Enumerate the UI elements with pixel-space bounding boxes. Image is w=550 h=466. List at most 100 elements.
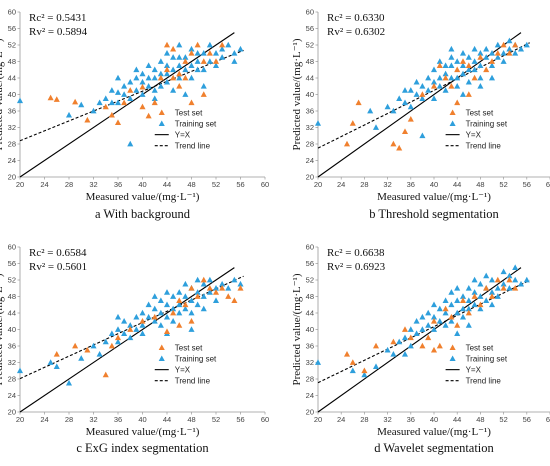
training-set-point	[384, 103, 391, 110]
training-set-point	[139, 330, 146, 337]
training-set-point	[212, 285, 220, 291]
x-tick-label: 32	[383, 180, 391, 189]
test-set-point	[188, 50, 195, 56]
training-set-point	[53, 363, 60, 370]
training-set-point	[500, 58, 507, 64]
training-set-point	[96, 99, 103, 106]
stat-label-rv2: Rv² = 0.5601	[29, 261, 87, 273]
test-set-point	[396, 144, 403, 151]
training-set-point	[494, 54, 501, 60]
training-set-point	[459, 313, 467, 320]
legend-label-y-x: Y=X	[175, 131, 191, 140]
training-set-point	[139, 322, 146, 328]
training-set-point	[419, 95, 426, 102]
training-set-point	[512, 264, 519, 271]
training-set-point	[200, 305, 207, 312]
legend-label-trend-line: Trend line	[175, 377, 211, 386]
training-set-point	[145, 301, 152, 308]
x-tick-label: 40	[430, 180, 438, 189]
legend-label-trend-line: Trend line	[466, 377, 502, 386]
training-set-point	[517, 280, 525, 287]
training-set-point	[194, 50, 201, 56]
legend-label-y-x: Y=X	[175, 366, 191, 375]
training-set-point	[206, 41, 213, 48]
training-set-point	[157, 58, 164, 64]
test-set-point	[477, 301, 484, 308]
training-set-point	[471, 66, 478, 73]
x-axis-label: Measured value/(mg·L⁻¹)	[86, 426, 200, 438]
test-set-point	[425, 334, 432, 341]
training-set-point	[488, 74, 496, 81]
training-set-point	[477, 293, 484, 299]
test-set-point	[500, 41, 507, 48]
y-tick-label: 24	[8, 391, 16, 400]
y-tick-label: 52	[306, 41, 314, 50]
y-tick-label: 40	[8, 90, 16, 99]
training-set-point	[500, 280, 507, 287]
x-tick-label: 48	[187, 180, 195, 189]
training-set-point	[163, 62, 171, 69]
training-set-point	[465, 297, 472, 304]
test-set-point	[188, 285, 195, 291]
training-set-point	[494, 293, 501, 299]
training-set-point	[442, 62, 449, 69]
legend-marker-training-set	[449, 120, 456, 127]
training-set-point	[121, 318, 128, 324]
training-set-point	[454, 330, 461, 337]
training-set-point	[121, 330, 128, 337]
chart-panel-3: 20 24 28 32 36 40 44 48 52 56 60 20 24 28 32 36 40 44 48 52…	[0, 243, 269, 455]
training-set-point	[488, 276, 496, 283]
stat-label-rc2: Rc² = 0.5431	[29, 12, 86, 24]
training-set-point	[176, 301, 183, 308]
training-set-point	[407, 87, 414, 93]
test-set-point	[182, 58, 189, 64]
x-tick-label: 32	[89, 180, 97, 189]
training-set-point	[176, 309, 183, 316]
training-set-point	[436, 83, 443, 89]
training-set-point	[494, 285, 501, 291]
training-set-point	[176, 62, 183, 69]
stat-label-rc2: Rc² = 0.6584	[29, 247, 87, 259]
training-set-point	[436, 318, 443, 324]
training-set-point	[448, 318, 455, 324]
test-set-point	[361, 367, 368, 374]
legend-label-training-set: Training set	[175, 120, 217, 129]
x-tick-label: 36	[407, 180, 415, 189]
trend-line	[317, 42, 530, 149]
training-set-point	[133, 313, 140, 320]
training-set-point	[127, 322, 134, 328]
test-set-point	[170, 74, 177, 81]
x-tick-label: 44	[453, 180, 461, 189]
test-set-point	[114, 119, 122, 125]
training-set-point	[182, 54, 189, 60]
y-equals-x-line	[19, 267, 235, 413]
training-set-point	[194, 276, 201, 283]
test-set-point	[459, 58, 467, 64]
x-tick-label: 28	[360, 180, 368, 189]
training-set-point	[413, 318, 420, 324]
x-tick-label: 52	[212, 415, 220, 424]
training-set-point	[454, 83, 461, 89]
training-set-point	[500, 268, 507, 275]
training-set-point	[396, 338, 403, 345]
training-set-point	[65, 379, 73, 386]
y-tick-label: 20	[306, 173, 314, 182]
test-set-point	[206, 285, 213, 291]
x-tick-label: 36	[114, 415, 122, 424]
test-set-point	[108, 111, 115, 118]
test-set-point	[343, 140, 351, 147]
training-set-point	[163, 289, 171, 295]
test-set-point	[163, 66, 171, 73]
legend-label-trend-line: Trend line	[466, 142, 502, 151]
training-set-point	[430, 301, 438, 308]
stat-label-rv2: Rv² = 0.6923	[327, 261, 386, 273]
y-tick-label: 36	[8, 107, 16, 116]
training-set-point	[506, 37, 513, 44]
training-set-point	[465, 54, 472, 60]
training-set-point	[425, 309, 432, 316]
x-tick-label: 28	[360, 415, 368, 424]
training-set-point	[413, 78, 420, 85]
training-set-point	[419, 83, 426, 89]
training-set-point	[401, 351, 409, 357]
y-equals-x-line	[317, 267, 522, 413]
